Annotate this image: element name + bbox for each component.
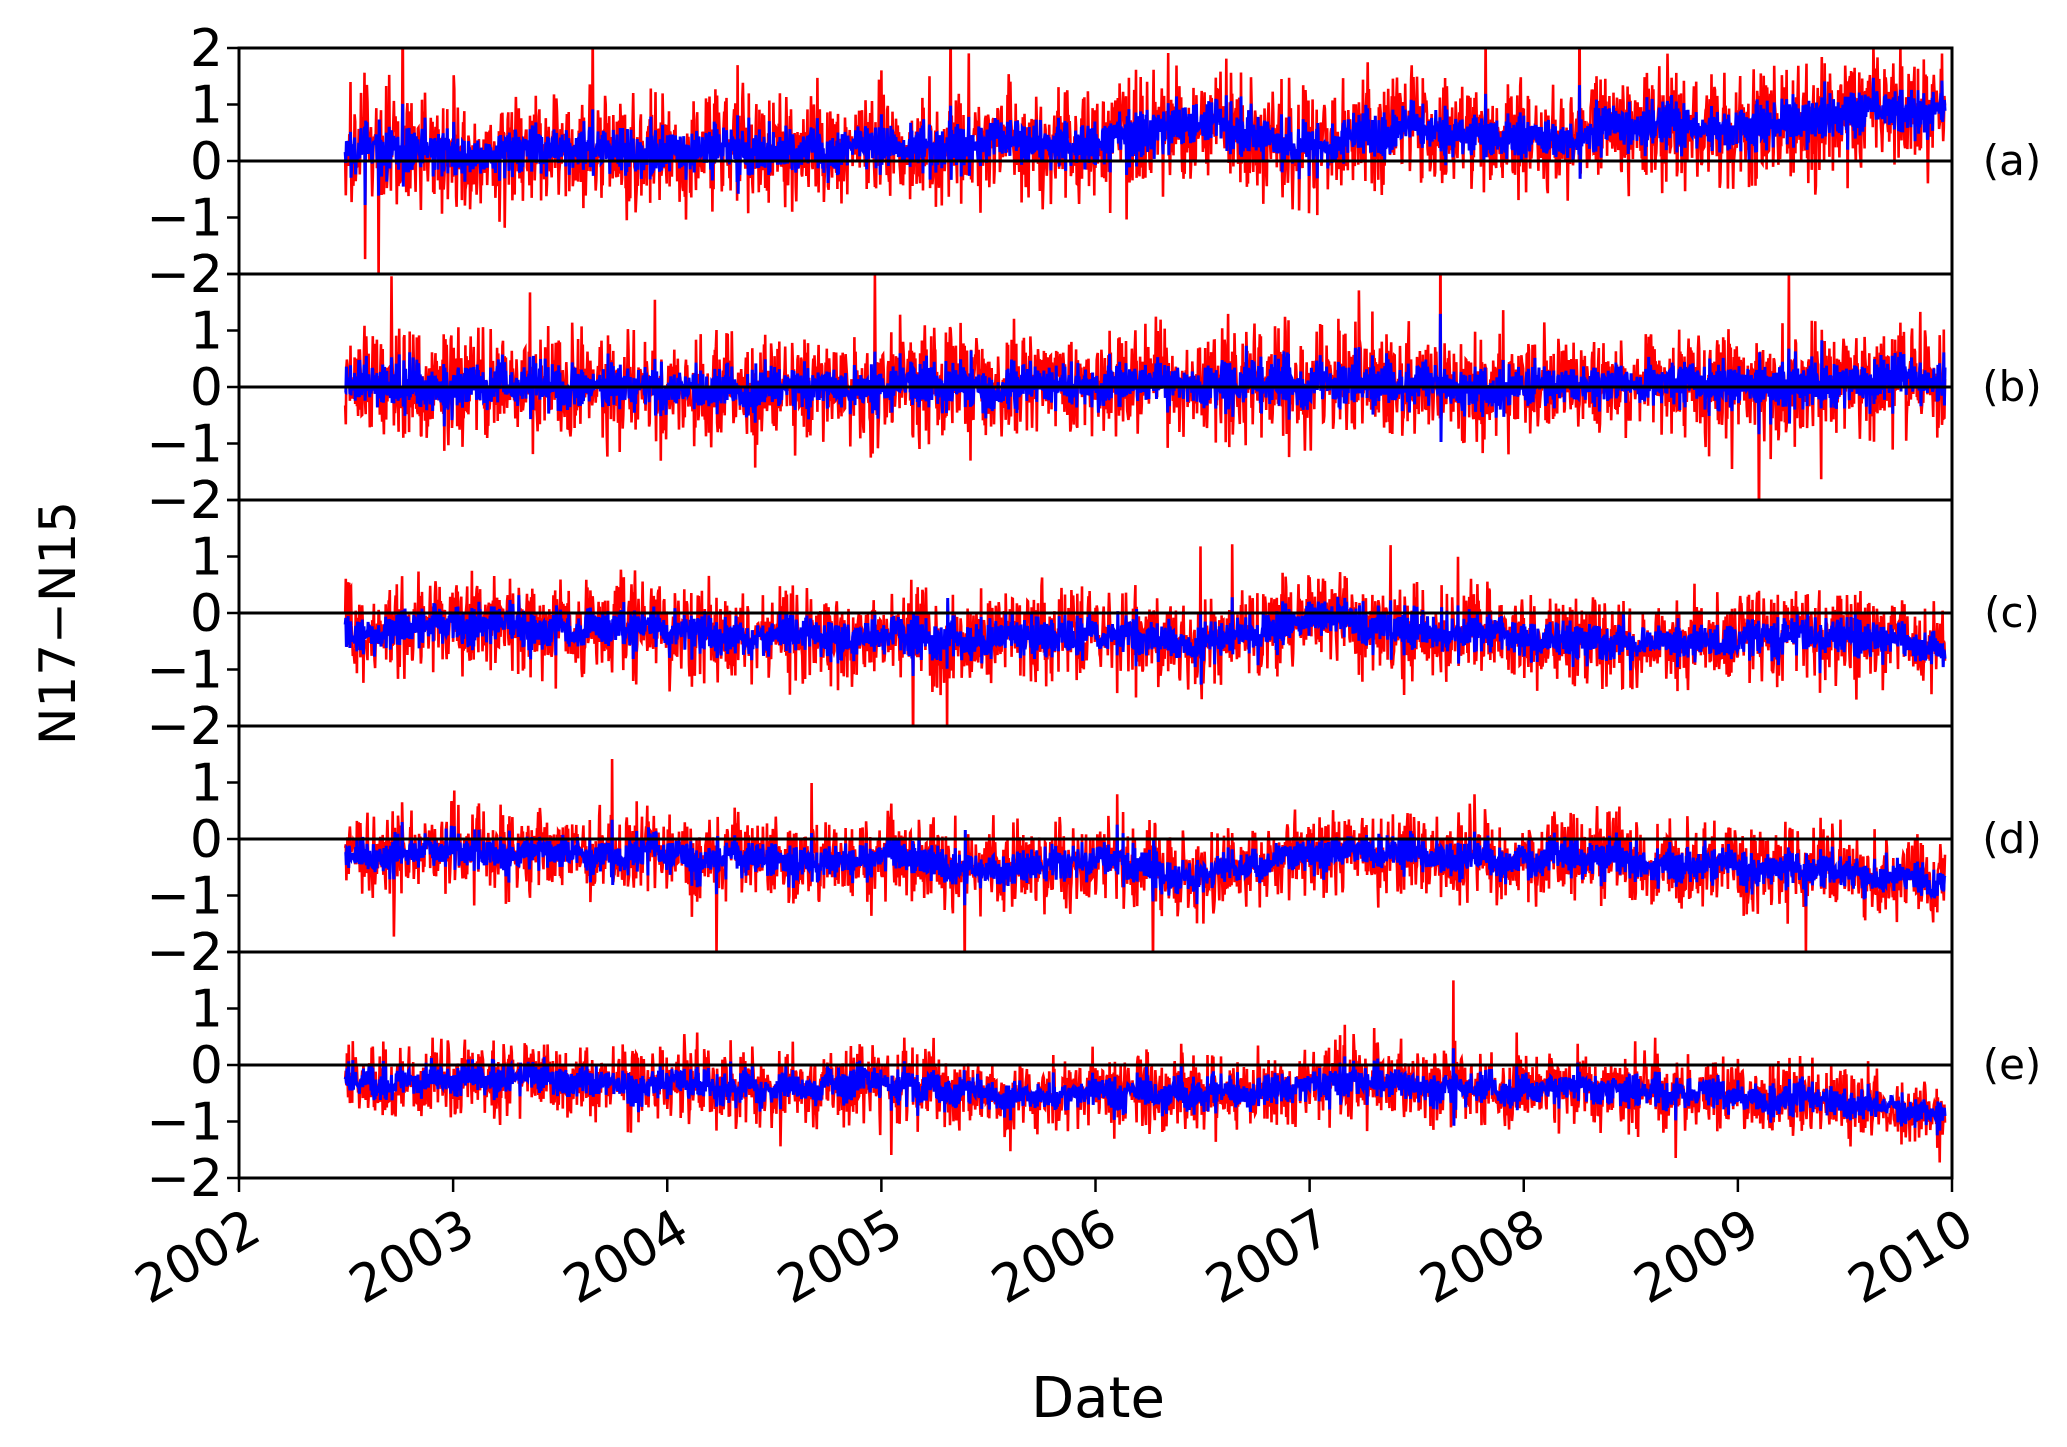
y-tick-label: 0 (190, 1036, 223, 1096)
y-axis-label: N17−N15 (29, 501, 87, 745)
x-axis: 2002 2003 2004 2005 2006 2007 2008 2009 2010 (126, 1178, 1984, 1316)
y-tick-label: −2 (146, 245, 223, 305)
y-tick-label: 0 (190, 810, 223, 870)
y-tick-label: 1 (190, 302, 223, 362)
y-tick-label: 0 (190, 132, 223, 192)
y-tick-label: 0 (190, 584, 223, 644)
y-tick-label: −2 (146, 697, 223, 757)
x-tick-label: 2004 (554, 1198, 699, 1316)
x-tick-label: 2009 (1625, 1198, 1770, 1316)
smoothed-series-line (343, 77, 1947, 206)
x-tick-label: 2010 (1839, 1198, 1984, 1316)
x-axis-label: Date (1031, 1366, 1165, 1431)
panel-label: (a) (1983, 136, 2042, 185)
x-tick-label: 2003 (340, 1198, 485, 1316)
y-tick-label: 2 (190, 471, 223, 531)
y-tick-label: 0 (190, 358, 223, 418)
x-tick-label: 2008 (1410, 1198, 1555, 1316)
y-tick-label: 1 (190, 528, 223, 588)
y-tick-label: −2 (146, 1149, 223, 1209)
panel-label: (d) (1982, 814, 2041, 863)
panel-label: (b) (1982, 362, 2041, 411)
y-tick-label: 1 (190, 980, 223, 1040)
smoothed-series-line (343, 595, 1947, 685)
y-tick-label: 2 (190, 923, 223, 983)
x-tick-label: 2007 (1196, 1198, 1341, 1316)
smoothed-series-line (344, 819, 1947, 907)
y-tick-label: 1 (190, 76, 223, 136)
panels: −2−1012(a)−2−1012(b)−2−1012(c)−2−1012(d)… (146, 19, 2042, 1209)
x-tick-label: 2006 (982, 1198, 1127, 1316)
y-tick-label: −2 (146, 471, 223, 531)
y-tick-label: 2 (190, 19, 223, 79)
y-tick-label: 2 (190, 245, 223, 305)
y-tick-label: 2 (190, 697, 223, 757)
y-tick-label: −2 (146, 923, 223, 983)
smoothed-series-line (344, 313, 1947, 443)
panel-label: (e) (1983, 1040, 2042, 1089)
y-tick-label: −1 (146, 641, 223, 701)
panel-label: (c) (1984, 588, 2040, 637)
y-tick-label: −1 (146, 1093, 223, 1153)
y-tick-label: −1 (146, 189, 223, 249)
x-tick-label: 2002 (126, 1198, 271, 1316)
y-tick-label: −1 (146, 867, 223, 927)
x-tick-label: 2005 (768, 1198, 913, 1316)
smoothed-series-line (343, 1048, 1947, 1136)
y-tick-label: −1 (146, 415, 223, 475)
y-tick-label: 1 (190, 754, 223, 814)
